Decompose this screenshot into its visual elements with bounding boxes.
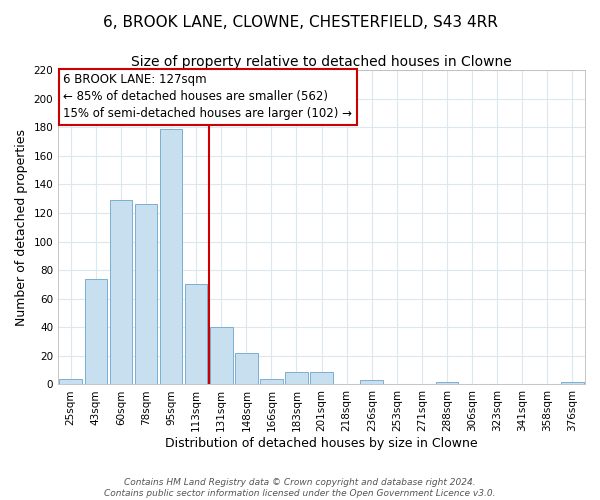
Bar — [436, 382, 458, 384]
Y-axis label: Number of detached properties: Number of detached properties — [15, 129, 28, 326]
Bar — [110, 200, 132, 384]
Title: Size of property relative to detached houses in Clowne: Size of property relative to detached ho… — [131, 55, 512, 69]
Bar — [260, 378, 283, 384]
Bar — [561, 382, 584, 384]
Text: Contains HM Land Registry data © Crown copyright and database right 2024.
Contai: Contains HM Land Registry data © Crown c… — [104, 478, 496, 498]
Bar — [160, 128, 182, 384]
Bar — [85, 278, 107, 384]
Text: 6, BROOK LANE, CLOWNE, CHESTERFIELD, S43 4RR: 6, BROOK LANE, CLOWNE, CHESTERFIELD, S43… — [103, 15, 497, 30]
Bar — [134, 204, 157, 384]
Bar — [210, 328, 233, 384]
Bar — [59, 378, 82, 384]
Bar — [361, 380, 383, 384]
Text: 6 BROOK LANE: 127sqm
← 85% of detached houses are smaller (562)
15% of semi-deta: 6 BROOK LANE: 127sqm ← 85% of detached h… — [64, 74, 352, 120]
X-axis label: Distribution of detached houses by size in Clowne: Distribution of detached houses by size … — [165, 437, 478, 450]
Bar — [310, 372, 333, 384]
Bar — [235, 353, 257, 384]
Bar — [185, 284, 208, 384]
Bar — [285, 372, 308, 384]
